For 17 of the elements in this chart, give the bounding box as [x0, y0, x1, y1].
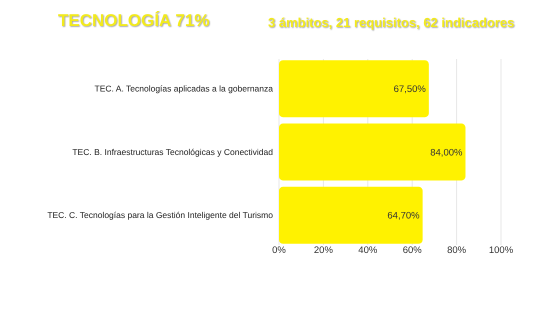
- y-tick-label: TEC. A. Tecnologías aplicadas a la gobernanza: [94, 84, 274, 94]
- y-tick-label: TEC. C. Tecnologías para la Gestión Inteligente del Turismo: [47, 210, 274, 220]
- x-tick-label: 60%: [402, 245, 422, 256]
- bar: [279, 60, 429, 118]
- x-tick-label: 80%: [447, 245, 467, 256]
- x-tick-label: 40%: [358, 245, 378, 256]
- data-label: 84,00%: [430, 147, 464, 158]
- x-tick-label: 0%: [272, 245, 286, 256]
- data-label: 64,70%: [387, 210, 420, 222]
- text: TECNOLOGÍA 71%: [58, 10, 210, 30]
- x-tick-label: 100%: [488, 245, 514, 256]
- chart-subtitle: 3 ámbitos, 21 requisitos, 62 indicadores: [268, 15, 514, 30]
- bar: [279, 186, 423, 244]
- bar: [279, 124, 466, 180]
- data-label: 67,50%: [394, 84, 426, 96]
- y-tick-label: TEC. B. Infraestructuras Tecnológicas y Conectividad: [72, 146, 274, 157]
- x-tick-label: 20%: [314, 245, 334, 256]
